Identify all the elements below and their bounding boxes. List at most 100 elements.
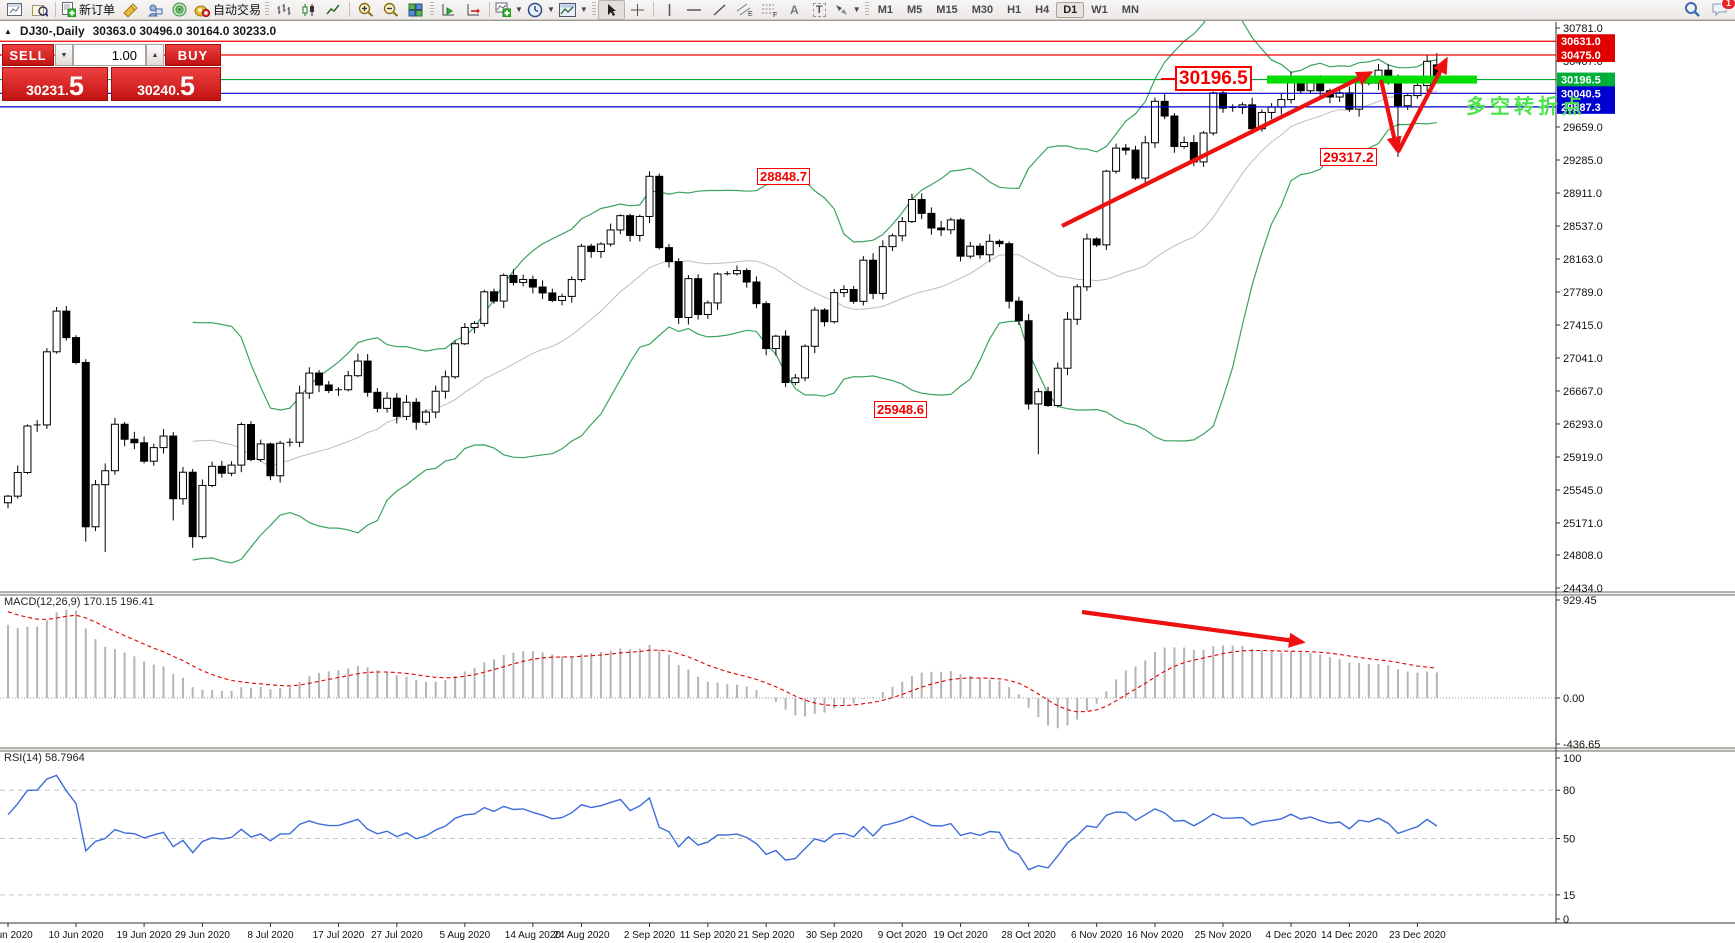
line-chart-button[interactable] xyxy=(321,1,346,19)
arrows-tool-button[interactable]: ▼ xyxy=(832,1,863,19)
autotrading-label: 自动交易 xyxy=(213,3,262,17)
timeframe-M5[interactable]: M5 xyxy=(907,3,923,16)
toolbar-grip xyxy=(591,2,596,17)
price-label-29317[interactable]: 29317.2 xyxy=(1320,148,1377,166)
svg-text:27 Jul 2020: 27 Jul 2020 xyxy=(371,930,423,941)
volume-down-spinner[interactable]: ▼ xyxy=(55,44,73,66)
macd-label: MACD(12,26,9) 170.15 196.41 xyxy=(4,596,154,608)
sell-button[interactable]: SELL xyxy=(2,44,54,66)
svg-text:17 Jul 2020: 17 Jul 2020 xyxy=(313,930,365,941)
chart-profiles-button[interactable] xyxy=(27,1,52,19)
indicators-button[interactable]: ▼ xyxy=(493,1,525,19)
svg-text:30781.0: 30781.0 xyxy=(1563,23,1603,35)
svg-text:0: 0 xyxy=(1563,914,1569,926)
svg-text:24434.0: 24434.0 xyxy=(1563,583,1603,595)
svg-text:27789.0: 27789.0 xyxy=(1563,287,1603,299)
text-label-tool-button[interactable]: T xyxy=(807,1,832,19)
volume-input[interactable]: 1.00 xyxy=(73,44,146,66)
timeframe-M15[interactable]: M15 xyxy=(936,3,958,16)
collapse-panel-icon[interactable]: ▲ xyxy=(4,26,12,36)
templates-button[interactable]: ▼ xyxy=(557,1,590,19)
svg-text:30196.5: 30196.5 xyxy=(1561,75,1601,87)
candlestick-chart-button[interactable] xyxy=(296,1,321,19)
svg-text:27415.0: 27415.0 xyxy=(1563,320,1603,332)
periods-button[interactable]: ▼ xyxy=(525,1,557,19)
turning-point-annotation[interactable]: 多空转折点 xyxy=(1466,96,1586,118)
chart-ohlc-readout: 30363.0 30496.0 30164.0 30233.0 xyxy=(92,24,277,38)
zoom-out-button[interactable] xyxy=(378,1,403,19)
metaeditor-button[interactable] xyxy=(117,1,142,19)
svg-text:27041.0: 27041.0 xyxy=(1563,353,1603,365)
svg-text:10 Jun 2020: 10 Jun 2020 xyxy=(49,930,104,941)
svg-text:14 Dec 2020: 14 Dec 2020 xyxy=(1321,930,1378,941)
chart-shift-button[interactable] xyxy=(461,1,486,19)
price-label-25948[interactable]: 25948.6 xyxy=(874,401,927,418)
signals-button[interactable] xyxy=(167,1,192,19)
svg-text:9 Oct 2020: 9 Oct 2020 xyxy=(878,930,927,941)
new-order-label: 新订单 xyxy=(79,3,116,17)
dropdown-arrow-icon: ▼ xyxy=(515,5,523,14)
svg-text:-436.65: -436.65 xyxy=(1563,739,1600,751)
new-order-button[interactable]: 新订单 xyxy=(59,1,117,19)
toolbar-grip xyxy=(430,2,435,17)
svg-text:28 Oct 2020: 28 Oct 2020 xyxy=(1001,930,1056,941)
timeframe-MN[interactable]: MN xyxy=(1121,3,1139,16)
timeframe-H1[interactable]: H1 xyxy=(1007,3,1022,16)
equidistant-channel-tool-button[interactable]: E xyxy=(732,1,757,19)
strategy-tester-button[interactable] xyxy=(142,1,167,19)
chart-header: ▲ DJ30-,Daily 30363.0 30496.0 30164.0 30… xyxy=(4,24,276,38)
svg-text:19 Oct 2020: 19 Oct 2020 xyxy=(933,930,988,941)
price-label-28848[interactable]: 28848.7 xyxy=(757,168,810,185)
zoom-in-button[interactable] xyxy=(353,1,378,19)
rsi-label: RSI(14) 58.7964 xyxy=(4,752,85,764)
fibonacci-tool-button[interactable]: F xyxy=(757,1,782,19)
svg-text:30 Sep 2020: 30 Sep 2020 xyxy=(806,930,863,941)
text-tool-icon: A xyxy=(789,2,799,17)
timeframe-bar: M1 M5 M15 M30 H1 H4 D1 W1 MN xyxy=(871,1,1146,18)
svg-text:21 Sep 2020: 21 Sep 2020 xyxy=(738,930,795,941)
vertical-line-tool-button[interactable] xyxy=(657,1,682,19)
search-button[interactable] xyxy=(1684,1,1701,22)
buy-price[interactable]: 30240. 5 xyxy=(111,67,221,101)
sell-price[interactable]: 30231. 5 xyxy=(2,67,108,101)
svg-text:30631.0: 30631.0 xyxy=(1561,36,1601,48)
auto-scroll-button[interactable] xyxy=(436,1,461,19)
svg-text:11 Sep 2020: 11 Sep 2020 xyxy=(680,930,736,941)
volume-up-spinner[interactable]: ▲ xyxy=(146,44,164,66)
svg-text:26293.0: 26293.0 xyxy=(1563,419,1603,431)
svg-text:15: 15 xyxy=(1563,890,1575,902)
svg-text:14 Aug 2020: 14 Aug 2020 xyxy=(505,930,562,941)
autotrading-button[interactable]: 自动交易 xyxy=(192,1,263,19)
svg-text:28911.0: 28911.0 xyxy=(1563,188,1602,200)
one-click-trade-panel: SELL ▼ 1.00 ▲ BUY 30231. 5 30240. 5 xyxy=(2,44,221,101)
new-chart-button[interactable] xyxy=(2,1,27,19)
svg-text:25919.0: 25919.0 xyxy=(1563,452,1603,464)
chart-area[interactable]: 30781.030407.029659.029285.028911.028537… xyxy=(0,6,1735,943)
svg-text:2 Sep 2020: 2 Sep 2020 xyxy=(624,930,676,941)
cursor-tool-button[interactable] xyxy=(597,0,625,20)
crosshair-tool-button[interactable] xyxy=(625,1,650,19)
bar-chart-button[interactable] xyxy=(271,1,296,19)
timeframe-M1[interactable]: M1 xyxy=(877,3,893,16)
buy-button[interactable]: BUY xyxy=(165,44,221,66)
timeframe-W1[interactable]: W1 xyxy=(1091,3,1108,16)
trendline-tool-button[interactable] xyxy=(707,1,732,19)
toolbar-grip xyxy=(864,2,869,17)
price-label-30196[interactable]: 30196.5 xyxy=(1175,66,1252,91)
dropdown-arrow-icon: ▼ xyxy=(546,5,555,14)
svg-text:25 Nov 2020: 25 Nov 2020 xyxy=(1195,930,1252,941)
text-tool-button[interactable]: A xyxy=(782,1,807,19)
svg-text:24 Aug 2020: 24 Aug 2020 xyxy=(553,930,610,941)
dropdown-arrow-icon: ▼ xyxy=(579,5,588,14)
horizontal-line-tool-button[interactable] xyxy=(682,1,707,19)
svg-text:19 Jun 2020: 19 Jun 2020 xyxy=(117,930,172,941)
timeframe-M30[interactable]: M30 xyxy=(971,3,994,16)
timeframe-D1[interactable]: D1 xyxy=(1056,1,1085,18)
chat-button[interactable]: 1 xyxy=(1711,0,1735,22)
svg-text:80: 80 xyxy=(1563,785,1575,797)
timeframe-H4[interactable]: H4 xyxy=(1035,3,1050,16)
svg-text:30475.0: 30475.0 xyxy=(1561,50,1601,62)
tile-windows-button[interactable] xyxy=(403,1,428,19)
svg-text:29285.0: 29285.0 xyxy=(1563,155,1603,167)
